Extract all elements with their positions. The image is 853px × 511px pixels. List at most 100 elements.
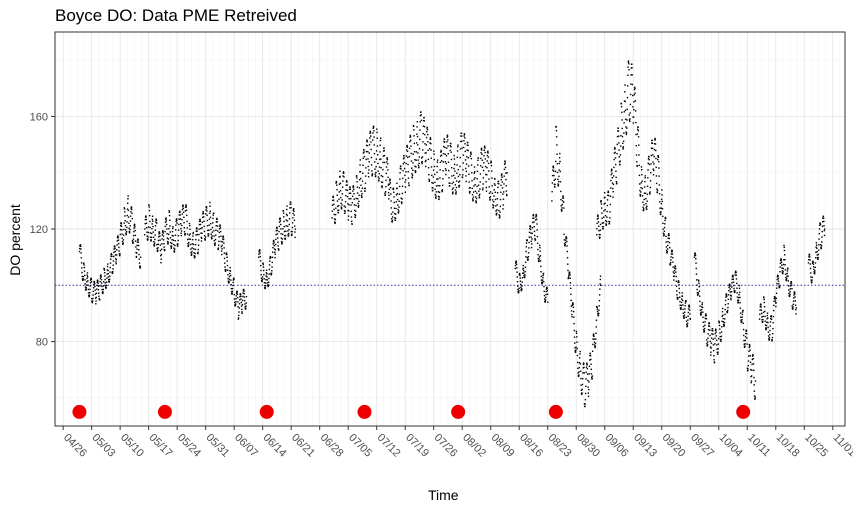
data-point bbox=[120, 223, 123, 225]
data-point bbox=[333, 218, 336, 220]
data-point bbox=[358, 200, 360, 203]
data-point bbox=[343, 205, 345, 207]
data-point bbox=[457, 144, 459, 146]
data-point bbox=[206, 214, 208, 217]
data-point bbox=[533, 217, 535, 219]
data-point bbox=[169, 231, 171, 233]
data-point bbox=[416, 133, 418, 135]
data-point bbox=[186, 227, 188, 229]
data-point bbox=[574, 351, 577, 353]
data-point bbox=[719, 328, 721, 330]
data-point bbox=[483, 149, 485, 151]
data-point bbox=[596, 306, 598, 309]
data-point bbox=[708, 322, 711, 325]
data-point bbox=[176, 219, 178, 221]
data-point bbox=[358, 178, 361, 181]
data-point bbox=[823, 229, 825, 232]
data-point bbox=[213, 243, 216, 245]
data-point bbox=[645, 206, 647, 209]
data-point bbox=[334, 222, 336, 225]
data-point bbox=[745, 332, 748, 335]
data-point bbox=[457, 168, 459, 171]
data-point bbox=[467, 144, 469, 147]
data-point bbox=[407, 171, 409, 173]
data-point bbox=[465, 180, 467, 183]
data-point bbox=[117, 242, 120, 245]
data-point bbox=[619, 160, 621, 162]
data-point bbox=[436, 159, 439, 161]
data-point bbox=[97, 285, 100, 287]
data-point bbox=[189, 238, 192, 240]
data-point bbox=[591, 376, 593, 378]
data-point bbox=[530, 232, 532, 234]
data-point bbox=[543, 294, 546, 297]
data-point bbox=[368, 152, 371, 154]
data-point bbox=[782, 267, 785, 270]
data-point bbox=[160, 261, 162, 264]
data-point bbox=[446, 140, 448, 143]
data-point bbox=[714, 343, 716, 345]
data-point bbox=[178, 218, 180, 220]
data-point bbox=[446, 134, 449, 136]
data-point bbox=[502, 193, 504, 195]
data-point bbox=[148, 209, 151, 212]
data-point bbox=[553, 170, 555, 172]
data-point bbox=[557, 180, 560, 183]
data-point bbox=[566, 257, 569, 259]
data-point bbox=[716, 348, 718, 350]
data-point bbox=[741, 316, 743, 318]
data-point bbox=[578, 371, 580, 373]
data-point bbox=[535, 216, 537, 218]
data-point bbox=[334, 218, 337, 221]
data-point bbox=[348, 192, 351, 195]
data-point bbox=[530, 246, 533, 249]
data-point bbox=[644, 175, 647, 177]
data-point bbox=[617, 135, 620, 137]
data-point bbox=[207, 229, 209, 232]
data-point bbox=[374, 175, 377, 177]
data-point bbox=[648, 156, 650, 158]
data-point bbox=[428, 179, 431, 182]
data-point bbox=[122, 242, 124, 244]
data-point bbox=[134, 224, 136, 226]
data-point bbox=[588, 365, 591, 368]
data-point bbox=[435, 191, 437, 193]
data-point bbox=[266, 276, 268, 278]
data-point bbox=[380, 158, 382, 160]
data-point bbox=[748, 355, 750, 357]
data-point bbox=[581, 388, 583, 391]
data-point bbox=[202, 211, 204, 213]
data-point bbox=[186, 214, 188, 217]
data-point bbox=[732, 276, 734, 278]
data-point bbox=[332, 195, 334, 198]
chart-title: Boyce DO: Data PME Retreived bbox=[55, 6, 297, 25]
data-point bbox=[649, 186, 652, 189]
data-point bbox=[112, 260, 115, 262]
data-point bbox=[660, 211, 662, 213]
data-point bbox=[434, 188, 436, 191]
data-point bbox=[373, 136, 375, 138]
data-point bbox=[406, 144, 408, 147]
data-point bbox=[436, 165, 438, 168]
data-point bbox=[709, 329, 711, 331]
data-point bbox=[341, 207, 343, 209]
data-point bbox=[432, 176, 435, 178]
data-point bbox=[129, 225, 131, 227]
data-point bbox=[505, 190, 508, 192]
data-point bbox=[712, 330, 714, 332]
data-point bbox=[638, 174, 641, 177]
data-point bbox=[724, 299, 727, 302]
data-point bbox=[820, 245, 823, 247]
data-point bbox=[590, 363, 592, 365]
data-point bbox=[480, 147, 483, 150]
data-point bbox=[103, 281, 105, 283]
data-point bbox=[580, 384, 582, 386]
data-point bbox=[150, 236, 153, 239]
data-point bbox=[135, 255, 138, 258]
data-point bbox=[809, 259, 811, 261]
data-point bbox=[217, 247, 220, 249]
data-point bbox=[491, 170, 493, 172]
data-point bbox=[595, 319, 598, 321]
data-series bbox=[758, 244, 797, 342]
data-point bbox=[152, 220, 154, 222]
